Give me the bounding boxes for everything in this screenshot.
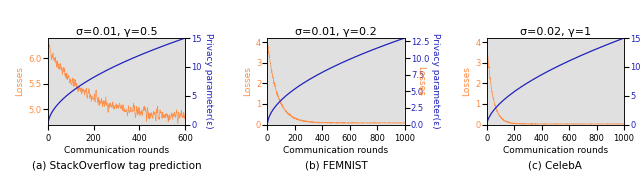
Y-axis label: Losses: Losses: [15, 66, 24, 96]
Y-axis label: Losses: Losses: [243, 66, 252, 96]
Title: σ=0.01, γ=0.5: σ=0.01, γ=0.5: [76, 27, 157, 37]
Title: σ=0.02, γ=1: σ=0.02, γ=1: [520, 27, 591, 37]
Y-axis label: Privacy parameter(ε): Privacy parameter(ε): [204, 34, 213, 129]
Text: (b) FEMNIST: (b) FEMNIST: [305, 161, 367, 171]
Text: (a) StackOverflow tag prediction: (a) StackOverflow tag prediction: [32, 161, 202, 171]
Y-axis label: Losses: Losses: [462, 66, 471, 96]
X-axis label: Communication rounds: Communication rounds: [284, 146, 388, 155]
Y-axis label: Privacy parameter(ε): Privacy parameter(ε): [431, 34, 440, 129]
Text: Losses: Losses: [417, 66, 426, 96]
X-axis label: Communication rounds: Communication rounds: [503, 146, 608, 155]
Text: (c) CelebA: (c) CelebA: [529, 161, 582, 171]
Title: σ=0.01, γ=0.2: σ=0.01, γ=0.2: [295, 27, 377, 37]
X-axis label: Communication rounds: Communication rounds: [64, 146, 169, 155]
